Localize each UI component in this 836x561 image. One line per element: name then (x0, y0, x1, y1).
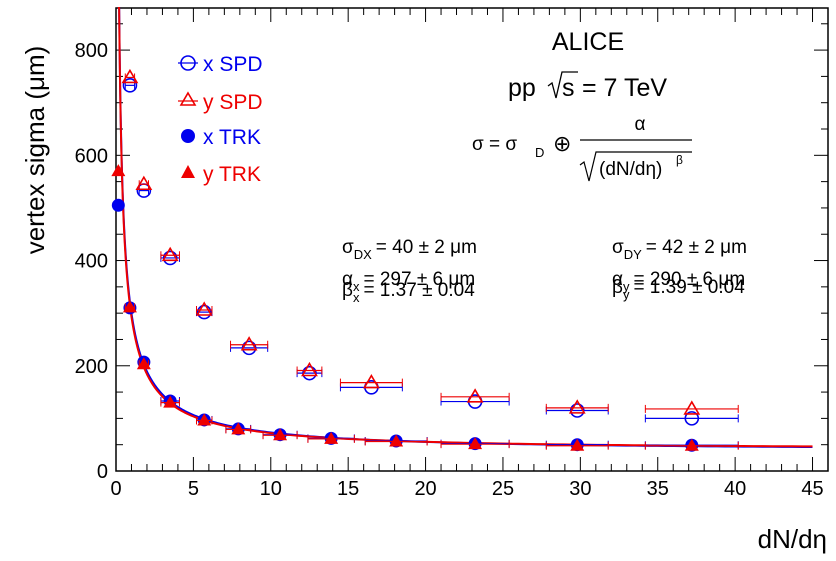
point-y-trk (197, 413, 212, 426)
point-y-spd (121, 68, 139, 84)
alpha-x-label: αx = 297 ± 6 μm (342, 269, 475, 294)
axis-ticks (115, 8, 829, 472)
y-tick-label: 600 (75, 145, 108, 167)
legend-entry-x-trk: x TRK (181, 126, 261, 149)
point-y-spd (466, 388, 484, 403)
point-y-spd (161, 246, 179, 262)
legend-marker-x-trk (181, 129, 195, 143)
point-x-spd (569, 403, 585, 418)
point-y-trk (273, 428, 288, 441)
beta-y-value: βy = 1.39 ± 0.04 (612, 277, 745, 302)
y-axis-title: vertex sigma (μm) (20, 46, 50, 255)
legend-label-y-trk: y TRK (203, 163, 261, 186)
point-y-spd (135, 175, 153, 191)
y-tick-label: 800 (75, 40, 108, 62)
sigma-dy-label: σDY = 42 ± 2 μm (612, 237, 747, 262)
y-tick-label: 400 (75, 251, 108, 273)
alpha-y-label: αy = 290 ± 6 μm (612, 269, 745, 294)
point-y-trk (468, 437, 483, 450)
x-tick-label: 10 (260, 478, 282, 500)
data-points (111, 68, 739, 452)
fit-formula: σ = σ D ⊕ α (dN/dη) β (472, 114, 692, 182)
point-y-trk (111, 164, 126, 177)
point-x-spd (122, 78, 138, 93)
formula-lhs: σ = σ (472, 134, 517, 155)
point-y-spd (301, 361, 318, 377)
point-y-trk (122, 300, 137, 313)
experiment-label: ALICE (552, 28, 624, 56)
energy-value: = 7 TeV (582, 74, 667, 102)
y-tick-label: 200 (75, 356, 108, 378)
x-tick-label: 0 (110, 478, 121, 500)
formula-sub: D (535, 145, 544, 160)
formula-exponent: β (676, 153, 683, 167)
point-y-spd (568, 399, 586, 414)
x-tick-label: 40 (724, 478, 746, 500)
formula-denominator: (dN/dη) (599, 159, 662, 180)
point-y-spd (195, 301, 213, 316)
x-tick-label: 5 (188, 478, 199, 500)
point-y-spd (683, 400, 701, 415)
y-tick-label: 0 (97, 461, 108, 483)
legend-marker-y-spd (179, 91, 197, 106)
point-x-spd (241, 340, 257, 356)
point-y-trk (570, 438, 585, 451)
legend-entry-y-spd: y SPD (178, 91, 263, 114)
x-tick-label: 30 (569, 478, 591, 500)
point-y-spd (362, 374, 380, 389)
formula-sqrt-sign (579, 151, 692, 182)
legend: x SPD y SPD x TRK y TRK (178, 53, 263, 186)
point-y-trk (389, 434, 404, 447)
legend-marker-y-trk (181, 165, 195, 178)
formula-numerator: α (635, 114, 646, 135)
point-y-trk (684, 438, 699, 451)
fit-curve-y (117, 7, 813, 448)
beta-x-value: βx = 1.37 ± 0.04 (342, 280, 475, 305)
fit-curves (117, 7, 813, 449)
sigma-dx-label: σDX = 40 ± 2 μm (342, 237, 477, 262)
point-y-spd (240, 336, 258, 351)
point-x-spd (302, 365, 317, 381)
legend-entry-x-spd: x SPD (178, 53, 263, 76)
x-axis-title: dN/dη (758, 524, 827, 554)
formula-oplus: ⊕ (553, 131, 571, 156)
point-x-spd (196, 304, 212, 320)
sqrt-s-label: s (562, 74, 575, 102)
x-tick-label: 35 (647, 478, 669, 500)
sqrt-sign (547, 71, 578, 99)
point-y-trk (136, 357, 151, 370)
x-tick-label: 25 (492, 478, 514, 500)
x-tick-label: 15 (337, 478, 359, 500)
energy-label: pp s = 7 TeV (508, 71, 667, 102)
legend-label-x-spd: x SPD (203, 53, 263, 76)
collision-label: pp (508, 74, 536, 102)
point-y-trk (324, 431, 339, 444)
x-tick-label: 45 (801, 478, 823, 500)
legend-entry-y-trk: y TRK (181, 163, 261, 186)
point-x-spd (684, 411, 700, 426)
fit-results-y: σDY = 42 ± 2 μm αy = 290 ± 6 μm βy = 1.39 ±… (612, 237, 747, 302)
point-x-trk (111, 198, 125, 212)
legend-label-x-trk: x TRK (203, 126, 261, 149)
tick-labels: 0 5 10 15 20 25 30 35 40 45 0 200 400 600 800 (75, 40, 824, 500)
point-x-spd (162, 250, 178, 266)
legend-label-y-spd: y SPD (203, 91, 263, 114)
x-tick-label: 20 (414, 478, 436, 500)
point-y-trk (231, 422, 246, 435)
fit-results-x: σDX = 40 ± 2 μm αx = 297 ± 6 μm βx = 1.37 ±… (342, 237, 477, 305)
point-y-trk (163, 395, 178, 408)
